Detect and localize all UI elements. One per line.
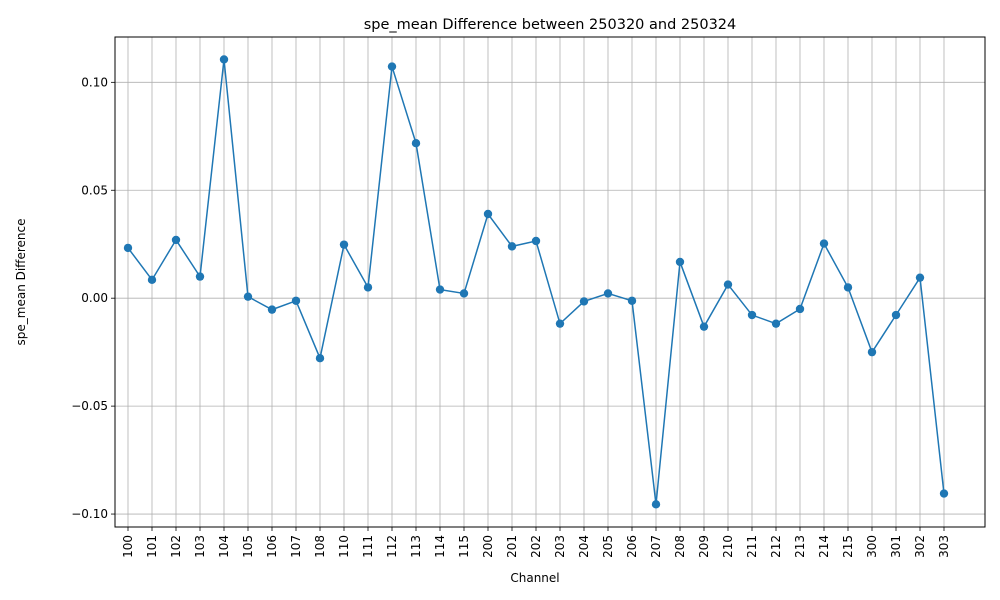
data-point — [699, 322, 709, 331]
data-point — [915, 273, 925, 282]
y-axis-label: spe_mean Difference — [14, 219, 28, 346]
data-point — [747, 310, 757, 320]
x-tick-label: 213 — [793, 535, 807, 558]
y-tick-label: 0.05 — [81, 183, 108, 197]
x-tick-label: 114 — [433, 535, 447, 558]
x-tick-label: 301 — [889, 535, 903, 558]
data-point — [723, 280, 733, 289]
x-tick-label: 110 — [337, 535, 351, 558]
data-point — [195, 272, 205, 281]
y-tick-label: 0.00 — [81, 291, 108, 305]
x-axis-label: Channel — [510, 571, 559, 585]
x-tick-label: 101 — [145, 535, 159, 558]
data-point — [555, 319, 565, 328]
data-point — [867, 347, 877, 357]
data-point — [291, 296, 301, 305]
x-tick-label: 302 — [913, 535, 927, 558]
data-point — [771, 319, 781, 328]
data-point — [795, 304, 805, 314]
data-point — [531, 236, 541, 246]
data-point — [387, 62, 397, 71]
x-tick-label: 112 — [385, 535, 399, 558]
x-tick-label: 102 — [169, 535, 183, 558]
data-point — [507, 242, 517, 251]
x-tick-label: 208 — [673, 535, 687, 558]
x-tick-label: 215 — [841, 535, 855, 558]
x-tick-label: 107 — [289, 535, 303, 558]
x-tick-label: 211 — [745, 535, 759, 558]
data-point — [219, 55, 229, 64]
data-point — [315, 353, 325, 363]
data-point — [363, 283, 373, 292]
x-tick-label: 113 — [409, 535, 423, 558]
x-tick-label: 303 — [937, 535, 951, 558]
plot-area-frame — [114, 36, 986, 528]
data-point — [243, 292, 253, 301]
data-point — [339, 240, 349, 249]
x-tick-label: 100 — [121, 535, 135, 558]
x-tick-label: 103 — [193, 535, 207, 558]
y-tick-label: −0.10 — [71, 507, 108, 521]
x-tick-label: 203 — [553, 535, 567, 558]
y-axis-ticks: 0.10 0.05 0.00 −0.05 −0.10 — [71, 75, 115, 521]
data-point — [459, 289, 469, 298]
x-tick-label: 108 — [313, 535, 327, 558]
x-axis-ticks: 100 101 102 103 104 105 106 107 108 110 111 112 113 1… — [121, 527, 951, 558]
data-point — [483, 209, 493, 219]
x-tick-label: 207 — [649, 535, 663, 558]
x-tick-label: 212 — [769, 535, 783, 558]
x-tick-label: 105 — [241, 535, 255, 558]
x-tick-label: 111 — [361, 535, 375, 558]
x-tick-label: 210 — [721, 535, 735, 558]
x-tick-label: 201 — [505, 535, 519, 558]
data-point — [123, 243, 133, 253]
data-point — [435, 285, 445, 294]
data-point — [651, 500, 661, 509]
data-point — [843, 283, 853, 292]
series-channel-diff — [123, 55, 949, 509]
data-point — [939, 489, 949, 498]
x-tick-label: 214 — [817, 535, 831, 558]
y-tick-label: −0.05 — [71, 399, 108, 413]
data-point — [819, 239, 829, 248]
data-point — [603, 289, 613, 298]
data-point — [171, 235, 181, 245]
x-tick-label: 115 — [457, 535, 471, 558]
data-point — [267, 305, 277, 314]
data-point — [675, 257, 685, 267]
y-tick-label: 0.10 — [81, 75, 108, 89]
chart-title: spe_mean Difference between 250320 and 2… — [364, 17, 737, 33]
x-tick-label: 200 — [481, 535, 495, 558]
x-tick-label: 209 — [697, 535, 711, 558]
data-point — [627, 296, 637, 305]
x-tick-label: 202 — [529, 535, 543, 558]
data-point — [891, 310, 901, 320]
x-tick-label: 204 — [577, 535, 591, 558]
data-point — [579, 297, 589, 306]
x-tick-label: 205 — [601, 535, 615, 558]
x-tick-label: 106 — [265, 535, 279, 558]
x-tick-label: 104 — [217, 535, 231, 558]
x-tick-label: 206 — [625, 535, 639, 558]
data-point — [411, 139, 421, 148]
grid — [115, 37, 985, 527]
x-tick-label: 300 — [865, 535, 879, 558]
data-point — [147, 275, 157, 285]
